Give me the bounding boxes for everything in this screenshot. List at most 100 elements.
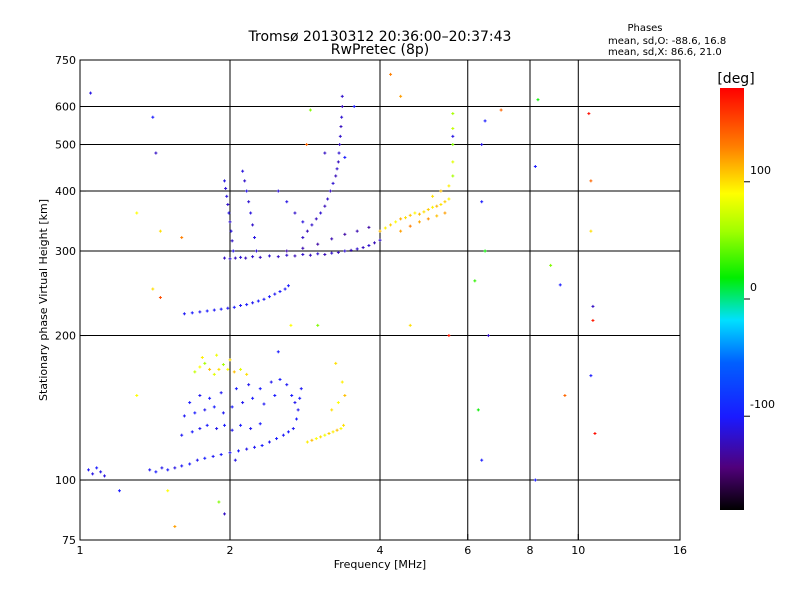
data-point bbox=[135, 211, 139, 215]
data-point bbox=[217, 500, 221, 504]
x-tick-label: 10 bbox=[571, 544, 585, 557]
chart-subtitle: RwPretec (8p) bbox=[331, 42, 429, 58]
data-point bbox=[451, 126, 455, 130]
data-point bbox=[219, 307, 223, 311]
data-point bbox=[426, 217, 430, 221]
data-point bbox=[310, 223, 314, 227]
data-point bbox=[247, 383, 251, 387]
data-point bbox=[340, 94, 344, 98]
data-point bbox=[217, 367, 221, 371]
data-point bbox=[203, 456, 207, 460]
data-point bbox=[343, 155, 347, 159]
data-point bbox=[330, 408, 334, 412]
data-point bbox=[295, 417, 299, 421]
data-point bbox=[278, 377, 282, 381]
data-point bbox=[305, 229, 309, 233]
data-point bbox=[103, 474, 107, 478]
data-point bbox=[226, 306, 230, 310]
y-tick-label: 400 bbox=[55, 185, 76, 198]
y-tick-label: 75 bbox=[62, 534, 76, 547]
x-axis-label: Frequency [MHz] bbox=[334, 558, 426, 571]
data-point bbox=[151, 115, 155, 119]
data-point bbox=[215, 427, 219, 431]
data-point bbox=[533, 478, 537, 482]
data-point bbox=[212, 308, 216, 312]
data-point bbox=[117, 489, 121, 493]
data-point bbox=[281, 433, 285, 437]
data-point bbox=[221, 363, 225, 367]
stats-line-o: mean, sd,O: -88.6, 16.8 bbox=[608, 36, 726, 47]
data-point bbox=[219, 453, 223, 457]
data-point bbox=[316, 323, 320, 327]
data-point bbox=[349, 248, 353, 252]
data-point bbox=[367, 244, 371, 248]
data-point bbox=[224, 186, 228, 190]
data-point bbox=[451, 160, 455, 164]
data-point bbox=[241, 401, 245, 405]
data-point bbox=[227, 211, 231, 215]
data-point bbox=[319, 211, 323, 215]
data-point bbox=[587, 112, 591, 116]
data-point bbox=[200, 355, 204, 359]
data-point bbox=[205, 309, 209, 313]
data-point bbox=[285, 200, 289, 204]
stats-line-x: mean, sd,X: 86.6, 21.0 bbox=[608, 47, 722, 58]
data-point bbox=[258, 255, 262, 259]
data-point bbox=[486, 334, 490, 338]
data-point bbox=[335, 167, 339, 171]
data-point bbox=[198, 394, 202, 398]
data-point bbox=[336, 401, 340, 405]
data-point bbox=[301, 253, 305, 257]
data-point bbox=[203, 408, 207, 412]
data-point bbox=[289, 323, 293, 327]
data-point bbox=[151, 287, 155, 291]
data-point bbox=[593, 432, 597, 436]
data-point bbox=[558, 283, 562, 287]
data-point bbox=[166, 468, 170, 472]
data-point bbox=[241, 169, 245, 173]
data-point bbox=[285, 253, 289, 257]
data-point bbox=[451, 174, 455, 178]
data-point bbox=[154, 151, 158, 155]
data-point bbox=[589, 374, 593, 378]
data-point bbox=[417, 212, 421, 216]
data-point bbox=[413, 211, 417, 215]
data-point bbox=[226, 367, 230, 371]
data-point bbox=[435, 204, 439, 208]
y-tick-label: 600 bbox=[55, 101, 76, 114]
data-point bbox=[180, 464, 184, 468]
data-point bbox=[473, 279, 477, 283]
data-point bbox=[331, 181, 335, 185]
data-point bbox=[215, 353, 219, 357]
data-point bbox=[314, 217, 318, 221]
data-point bbox=[158, 229, 162, 233]
data-point bbox=[193, 370, 197, 374]
data-point bbox=[499, 108, 503, 112]
colorbar-tick-label: -100 bbox=[750, 398, 775, 411]
data-point bbox=[223, 423, 227, 427]
data-point bbox=[273, 394, 277, 398]
data-point bbox=[148, 468, 152, 472]
data-point bbox=[476, 408, 480, 412]
x-tick-label: 6 bbox=[464, 544, 471, 557]
data-point bbox=[249, 211, 253, 215]
data-point bbox=[308, 253, 312, 257]
data-point bbox=[447, 197, 451, 201]
data-point bbox=[323, 151, 327, 155]
data-point bbox=[262, 297, 266, 301]
data-point bbox=[319, 435, 323, 439]
data-point bbox=[198, 365, 202, 369]
data-point bbox=[95, 466, 99, 470]
data-point bbox=[301, 236, 305, 240]
data-point bbox=[158, 296, 162, 300]
data-point bbox=[431, 194, 435, 198]
data-point bbox=[276, 350, 280, 354]
data-point bbox=[290, 394, 294, 398]
data-point bbox=[247, 200, 251, 204]
data-point bbox=[233, 458, 237, 462]
data-point bbox=[447, 184, 451, 188]
data-point bbox=[256, 299, 260, 303]
data-point bbox=[267, 254, 271, 258]
data-point bbox=[435, 214, 439, 218]
data-point bbox=[308, 108, 312, 112]
